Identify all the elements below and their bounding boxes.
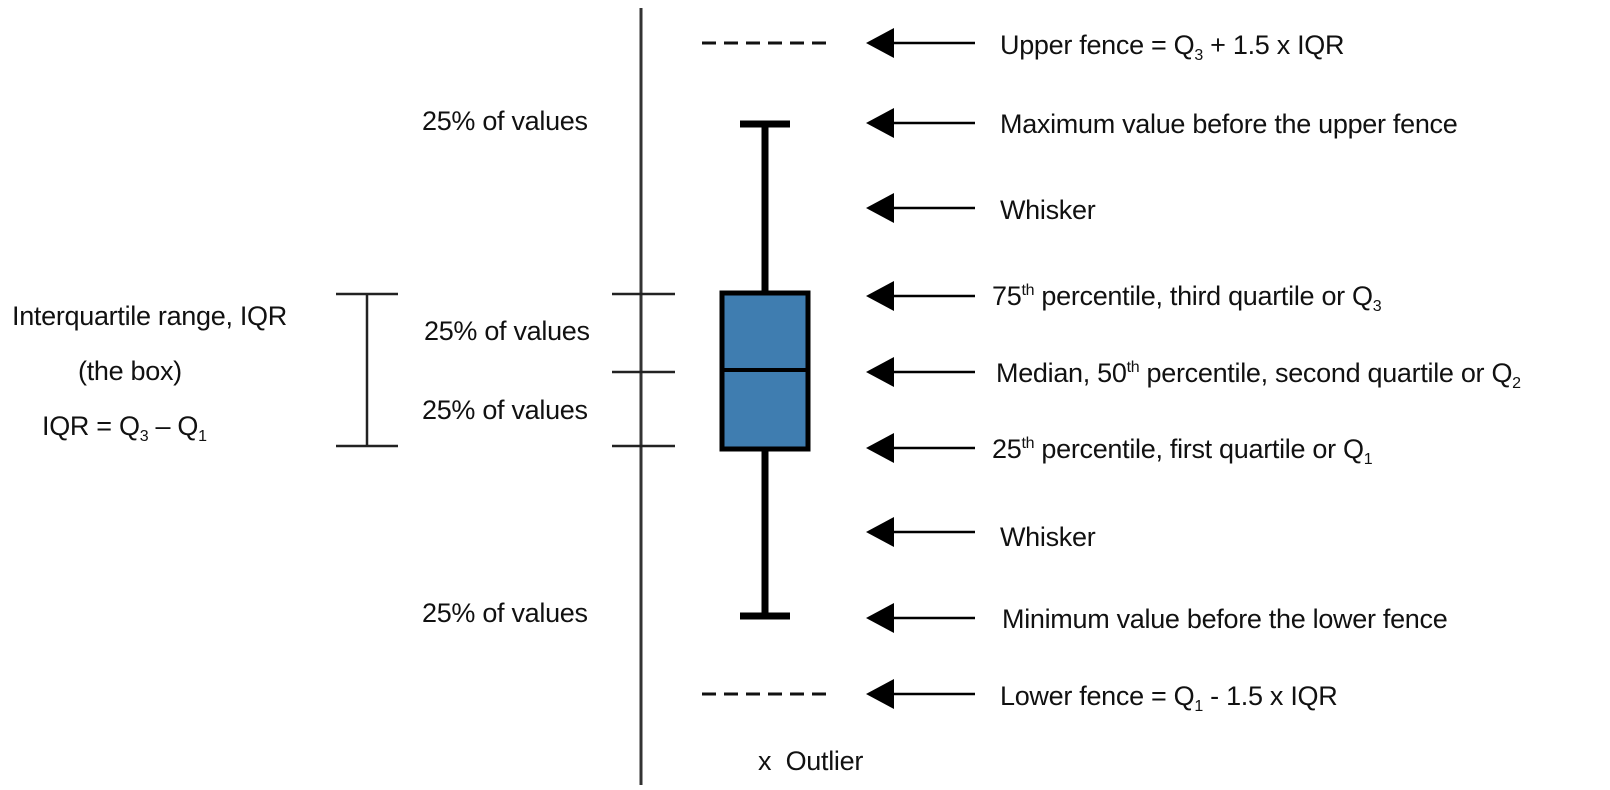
whiskers bbox=[740, 120, 790, 620]
arrow-median bbox=[866, 357, 975, 387]
arrows bbox=[866, 28, 975, 709]
iqr-subtitle: (the box) bbox=[78, 356, 182, 386]
arrow-q3 bbox=[866, 281, 975, 311]
whisker-top-label: Whisker bbox=[1000, 195, 1096, 225]
percent-label-lower-box: 25% of values bbox=[422, 395, 588, 425]
arrow-q1 bbox=[866, 433, 975, 463]
median-label: Median, 50th percentile, second quartile… bbox=[996, 358, 1521, 392]
percent-label-bottom: 25% of values bbox=[422, 598, 588, 628]
min-value-label: Minimum value before the lower fence bbox=[1002, 604, 1448, 634]
lower-fence-label: Lower fence = Q1 - 1.5 x IQR bbox=[1000, 681, 1338, 715]
percent-label-upper-box: 25% of values bbox=[424, 316, 590, 346]
arrow-lower-fence bbox=[866, 679, 975, 709]
quartile-ticks bbox=[612, 292, 675, 448]
arrow-min bbox=[866, 603, 975, 633]
q1-label: 25th percentile, first quartile or Q1 bbox=[992, 434, 1373, 468]
iqr-title: Interquartile range, IQR bbox=[12, 301, 287, 331]
q3-label: 75th percentile, third quartile or Q3 bbox=[992, 281, 1382, 315]
iqr-bracket bbox=[336, 292, 398, 448]
max-value-label: Maximum value before the upper fence bbox=[1000, 109, 1458, 139]
arrow-whisker-bottom bbox=[866, 517, 975, 547]
upper-fence-label: Upper fence = Q3 + 1.5 x IQR bbox=[1000, 30, 1345, 64]
percent-label-top: 25% of values bbox=[422, 106, 588, 136]
arrow-max bbox=[866, 108, 975, 138]
outlier-legend: x Outlier bbox=[758, 746, 864, 776]
whisker-bottom-label: Whisker bbox=[1000, 522, 1096, 552]
arrow-whisker-top bbox=[866, 193, 975, 223]
iqr-formula: IQR = Q3 – Q1 bbox=[42, 411, 207, 445]
arrow-upper-fence bbox=[866, 28, 975, 58]
